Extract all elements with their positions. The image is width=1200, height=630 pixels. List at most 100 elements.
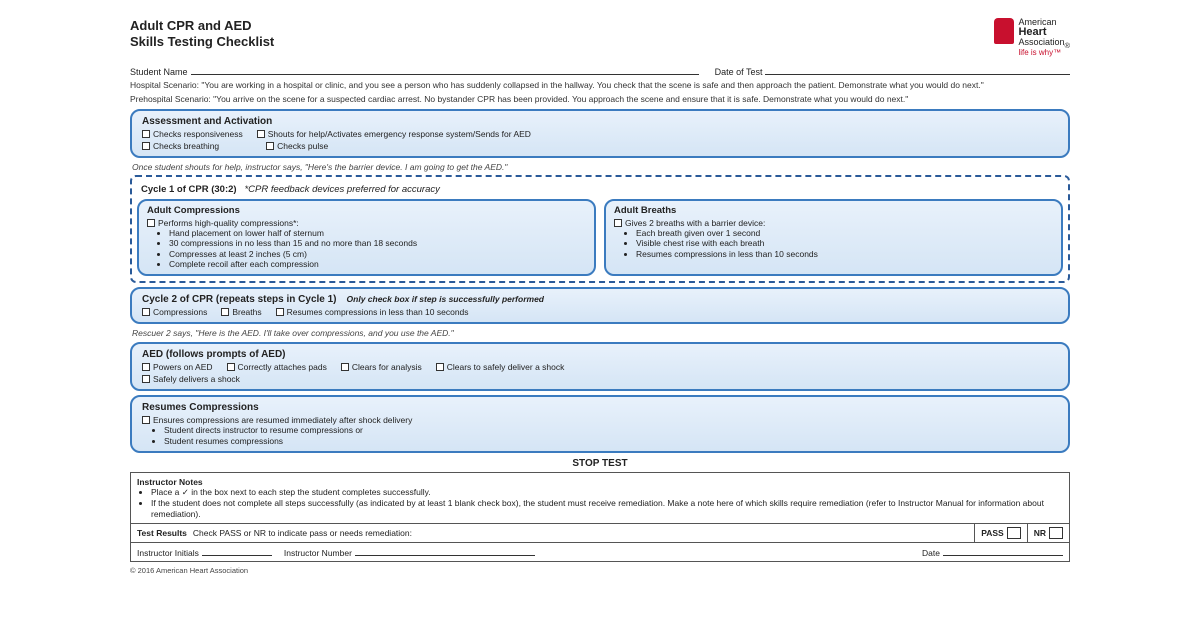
check-label: Shouts for help/Activates emergency resp… xyxy=(268,129,531,139)
cycle1-label: Cycle 1 of CPR (30:2) xyxy=(141,184,237,195)
checkbox[interactable] xyxy=(257,130,265,138)
check-label: Clears for analysis xyxy=(352,362,422,372)
pass-label: PASS xyxy=(981,528,1004,538)
date-field: Date of Test xyxy=(715,65,1070,77)
check-label: Clears to safely deliver a shock xyxy=(447,362,565,372)
resumes-check: Ensures compressions are resumed immedia… xyxy=(142,415,1058,425)
resumes-panel: Resumes Compressions Ensures compression… xyxy=(130,395,1070,453)
logo-tagline: life is why™ xyxy=(1018,49,1070,57)
c2-compressions: Compressions xyxy=(142,307,207,317)
title-line-1: Adult CPR and AED xyxy=(130,18,274,34)
check-label: Gives 2 breaths with a barrier device: xyxy=(625,218,765,228)
assessment-title: Assessment and Activation xyxy=(142,116,1058,127)
cycle1-cols: Adult Compressions Performs high-quality… xyxy=(137,199,1063,277)
check-label: Checks responsiveness xyxy=(153,129,243,139)
cycle2-sub: Only check box if step is successfully p… xyxy=(347,294,544,304)
resumes-bullets: Student directs instructor to resume com… xyxy=(142,425,1058,446)
aed-clears: Clears to safely deliver a shock xyxy=(436,362,565,372)
number-label: Instructor Number xyxy=(284,548,352,558)
header: Adult CPR and AED Skills Testing Checkli… xyxy=(130,18,1070,57)
cycle2-panel: Cycle 2 of CPR (repeats steps in Cycle 1… xyxy=(130,287,1070,324)
bottom-date-field: Date xyxy=(922,546,1063,558)
nr-cell: NR xyxy=(1028,524,1069,542)
instructor-note-2: Rescuer 2 says, "Here is the AED. I'll t… xyxy=(132,328,1068,338)
checkbox[interactable] xyxy=(266,142,274,150)
student-input-line[interactable] xyxy=(191,65,699,75)
check-label: Checks breathing xyxy=(153,141,219,151)
resumes-title: Resumes Compressions xyxy=(142,402,1058,413)
bullet: If the student does not complete all ste… xyxy=(151,498,1063,519)
results-row: Test Results Check PASS or NR to indicat… xyxy=(130,524,1070,543)
results-main: Test Results Check PASS or NR to indicat… xyxy=(131,524,975,542)
checkbox[interactable] xyxy=(436,363,444,371)
aed-panel: AED (follows prompts of AED) Powers on A… xyxy=(130,342,1070,391)
check-breathing-row: Checks breathing Checks pulse xyxy=(142,141,1058,151)
bullet: 30 compressions in no less than 15 and n… xyxy=(169,238,586,249)
student-name-field: Student Name xyxy=(130,65,699,77)
aha-logo: American Heart Association® life is why™ xyxy=(994,18,1070,57)
compressions-title: Adult Compressions xyxy=(147,205,586,216)
checkbox[interactable] xyxy=(142,142,150,150)
page-title: Adult CPR and AED Skills Testing Checkli… xyxy=(130,18,274,49)
bullet: Resumes compressions in less than 10 sec… xyxy=(636,249,1053,260)
student-label: Student Name xyxy=(130,67,188,77)
cycle2-checks: Compressions Breaths Resumes compression… xyxy=(142,307,1058,317)
notes-title: Instructor Notes xyxy=(137,477,1063,487)
nr-label: NR xyxy=(1034,528,1046,538)
cycle1-box: Cycle 1 of CPR (30:2) *CPR feedback devi… xyxy=(130,175,1070,284)
initials-row: Instructor Initials Instructor Number Da… xyxy=(130,543,1070,562)
breaths-title: Adult Breaths xyxy=(614,205,1053,216)
c2-breaths: Breaths xyxy=(221,307,261,317)
check-label: Checks pulse xyxy=(277,141,328,151)
check-label: Resumes compressions in less than 10 sec… xyxy=(287,307,469,317)
bullet: Visible chest rise with each breath xyxy=(636,238,1053,249)
checkbox[interactable] xyxy=(142,308,150,316)
checkbox[interactable] xyxy=(142,363,150,371)
breaths-check: Gives 2 breaths with a barrier device: xyxy=(614,218,1053,228)
aed-analysis: Clears for analysis xyxy=(341,362,422,372)
check-label: Breaths xyxy=(232,307,261,317)
check-responsiveness: Checks responsiveness xyxy=(142,129,243,139)
stop-test: STOP TEST xyxy=(130,458,1070,469)
checkbox[interactable] xyxy=(276,308,284,316)
bullet: Complete recoil after each compression xyxy=(169,259,586,270)
bullet: Compresses at least 2 inches (5 cm) xyxy=(169,249,586,260)
title-line-2: Skills Testing Checklist xyxy=(130,34,274,50)
checkbox[interactable] xyxy=(341,363,349,371)
check-label: Powers on AED xyxy=(153,362,213,372)
checkbox[interactable] xyxy=(142,130,150,138)
check-breathing: Checks breathing xyxy=(142,141,219,151)
checkbox[interactable] xyxy=(142,416,150,424)
logo-text: American Heart Association® life is why™ xyxy=(1018,18,1070,57)
aed-power: Powers on AED xyxy=(142,362,213,372)
copyright: © 2016 American Heart Association xyxy=(130,566,1070,575)
pass-cell: PASS xyxy=(975,524,1028,542)
prehospital-scenario: Prehospital Scenario: "You arrive on the… xyxy=(130,94,1070,105)
pass-checkbox[interactable] xyxy=(1007,527,1021,539)
aed-checks: Powers on AED Correctly attaches pads Cl… xyxy=(142,362,1058,384)
nr-checkbox[interactable] xyxy=(1049,527,1063,539)
cycle1-header: Cycle 1 of CPR (30:2) *CPR feedback devi… xyxy=(141,184,1059,195)
checkbox[interactable] xyxy=(221,308,229,316)
checkbox[interactable] xyxy=(227,363,235,371)
check-label: Safely delivers a shock xyxy=(153,374,240,384)
checkbox[interactable] xyxy=(142,375,150,383)
bullet: Student resumes compressions xyxy=(164,436,1058,447)
bottom-date-line[interactable] xyxy=(943,546,1063,556)
number-line[interactable] xyxy=(355,546,535,556)
breaths-bullets: Each breath given over 1 second Visible … xyxy=(614,228,1053,260)
cycle1-sub: *CPR feedback devices preferred for accu… xyxy=(244,184,439,195)
date-input-line[interactable] xyxy=(765,65,1070,75)
heart-torch-icon xyxy=(994,18,1014,44)
compressions-check: Performs high-quality compressions*: xyxy=(147,218,586,228)
check-label: Ensures compressions are resumed immedia… xyxy=(153,415,412,425)
bullet: Student directs instructor to resume com… xyxy=(164,425,1058,436)
checkbox[interactable] xyxy=(147,219,155,227)
check-shouts: Shouts for help/Activates emergency resp… xyxy=(257,129,531,139)
bullet: Hand placement on lower half of sternum xyxy=(169,228,586,239)
check-label: Performs high-quality compressions*: xyxy=(158,218,299,228)
bullet: Each breath given over 1 second xyxy=(636,228,1053,239)
checkbox[interactable] xyxy=(614,219,622,227)
results-label: Test Results xyxy=(137,528,187,538)
initials-line[interactable] xyxy=(202,546,272,556)
